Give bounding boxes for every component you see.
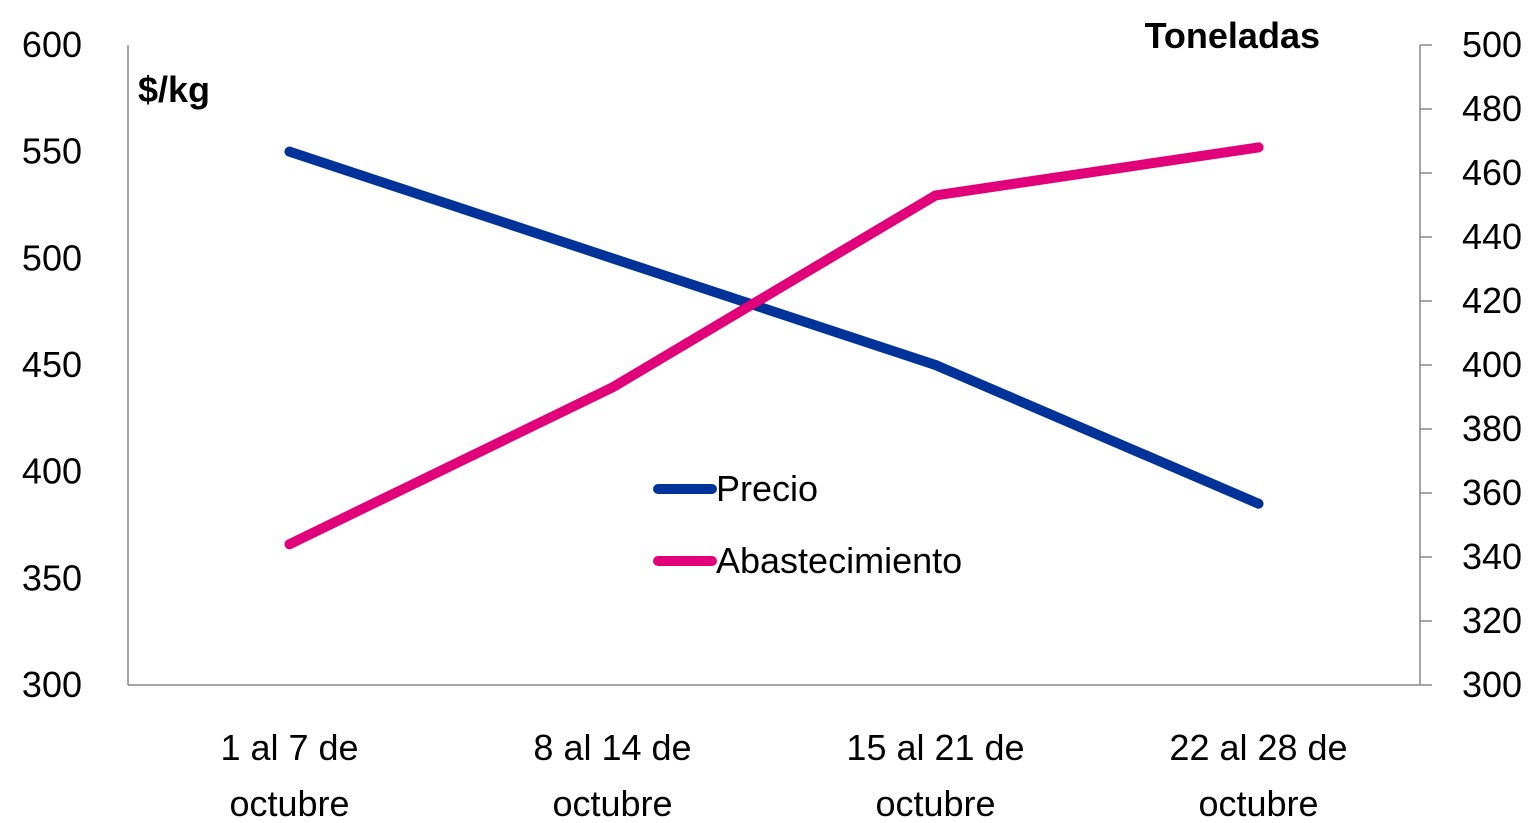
legend-label-precio: Precio: [716, 468, 818, 509]
x-axis-tick-label: 22 al 28 de: [1169, 727, 1347, 768]
x-axis-tick-label: 8 al 14 de: [533, 727, 691, 768]
series-line-abastecimiento: [284, 142, 1264, 550]
data-point-abastecimiento: [607, 382, 618, 393]
legend: Precio Abastecimiento: [653, 468, 962, 581]
right-axis-tick-label: 420: [1462, 280, 1522, 321]
data-point-precio: [607, 253, 618, 264]
right-axis-tick-label: 380: [1462, 408, 1522, 449]
right-axis-tick-label: 460: [1462, 152, 1522, 193]
data-point-precio: [930, 360, 941, 370]
right-axis-tick-label: 340: [1462, 536, 1522, 577]
left-axis-tick-label: 550: [22, 131, 82, 172]
x-axis-tick-label: 1 al 7 de: [220, 727, 358, 768]
right-axis-tick-label: 400: [1462, 344, 1522, 385]
data-point-precio: [284, 146, 295, 157]
x-axis-tick-label: octubre: [1198, 783, 1318, 823]
data-point-precio: [1253, 498, 1264, 509]
legend-label-abastecimiento: Abastecimiento: [716, 540, 962, 581]
right-axis-tick-label: 440: [1462, 216, 1522, 257]
left-axis-tick-label: 400: [22, 451, 82, 492]
right-axis-tick-label: 320: [1462, 600, 1522, 641]
left-axis-tick-label: 500: [22, 237, 82, 278]
x-axis-tick-label: octubre: [229, 783, 349, 823]
left-axis-ticks: 300 350 400 450 500 550 600: [22, 24, 82, 705]
series-line-precio: [284, 146, 1264, 509]
data-point-abastecimiento: [1253, 142, 1264, 153]
data-point-abastecimiento: [930, 190, 941, 201]
left-axis-tick-label: 300: [22, 664, 82, 705]
axes: [127, 45, 1421, 686]
right-axis-tick-label: 500: [1462, 24, 1522, 65]
x-axis-tick-label: 15 al 21 de: [846, 727, 1024, 768]
x-axis-tick-label: octubre: [875, 783, 995, 823]
right-axis-tick-label: 360: [1462, 472, 1522, 513]
left-axis-title: $/kg: [138, 69, 210, 110]
right-axis-title: Toneladas: [1145, 15, 1320, 56]
left-axis-tick-label: 350: [22, 557, 82, 598]
right-axis-ticks: 300 320 340 360 380 400 420 440 460 480 500: [1420, 24, 1522, 705]
left-axis-tick-label: 600: [22, 24, 82, 65]
x-axis-tick-label: octubre: [552, 783, 672, 823]
series-layer: [284, 142, 1264, 550]
x-axis-ticks: 1 al 7 de octubre 8 al 14 de octubre 15 al 2…: [220, 727, 1347, 823]
right-axis-tick-label: 300: [1462, 664, 1522, 705]
right-axis-tick-label: 480: [1462, 88, 1522, 129]
left-axis-tick-label: 450: [22, 344, 82, 385]
data-point-abastecimiento: [284, 539, 295, 550]
